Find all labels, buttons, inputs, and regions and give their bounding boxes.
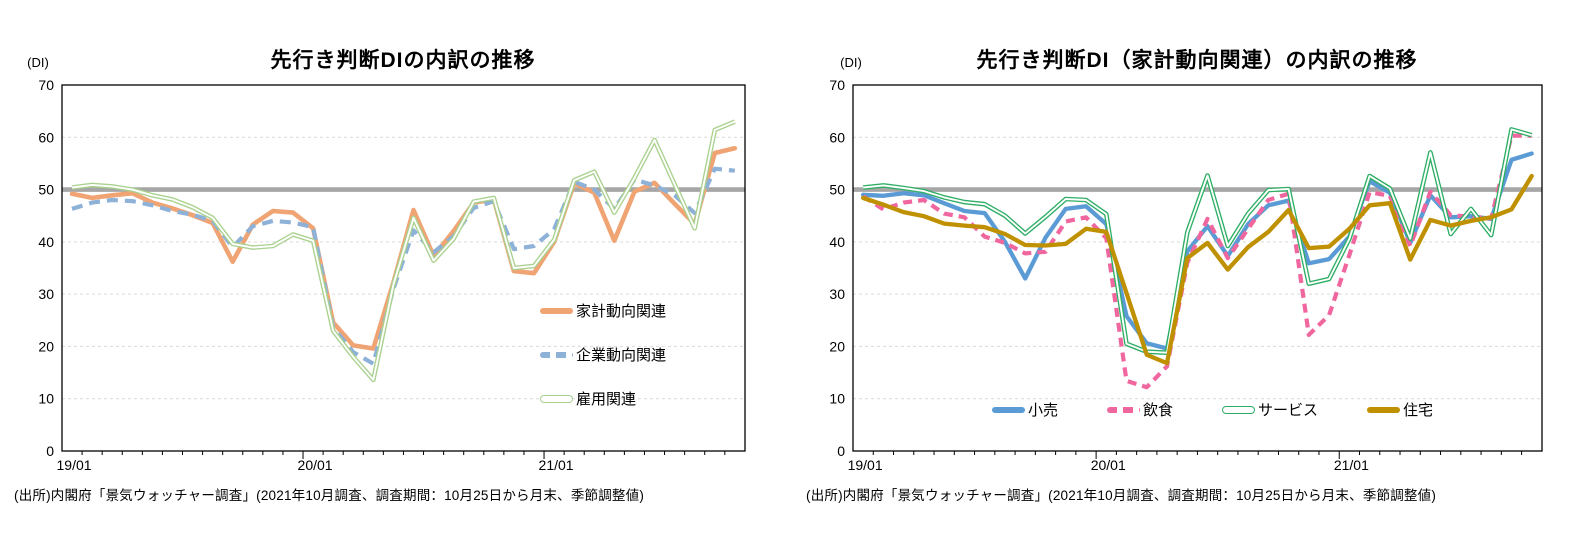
y-tick-label: 70 xyxy=(829,77,845,93)
y-tick-label: 40 xyxy=(829,234,845,250)
legend-label: 雇用関連 xyxy=(576,391,637,408)
x-tick-label: 20/01 xyxy=(1091,457,1126,473)
chart-title-di-breakdown: 先行き判断DIの内訳の推移 xyxy=(270,49,536,72)
y-tick-label: 10 xyxy=(829,391,845,407)
y-axis-unit-label-left: (DI) xyxy=(27,55,49,70)
legend-swatch-solid-line xyxy=(1367,406,1401,413)
chart-di-household-breakdown: 0 10 20 30 40 50 60 70 19/01 20/01 21/01 xyxy=(829,77,1543,473)
legend: 小売 飲食 サービス 住宅 xyxy=(992,399,1433,420)
legend-item-企業動向関連: 企業動向関連 xyxy=(540,344,666,365)
y-tick-label: 70 xyxy=(38,77,54,93)
legend-swatch-double-line xyxy=(540,394,573,403)
series-line-core-サービス xyxy=(863,128,1532,354)
y-tick-label: 30 xyxy=(829,286,845,302)
y-tick-label: 40 xyxy=(38,234,54,250)
y-tick-label: 0 xyxy=(837,443,845,459)
series-line-core-雇用関連 xyxy=(71,120,736,381)
x-tick-label: 19/01 xyxy=(848,457,883,473)
x-tick-label: 19/01 xyxy=(57,457,92,473)
legend-swatch-solid-line xyxy=(540,307,573,314)
x-tick-label: 21/01 xyxy=(1334,457,1369,473)
legend-swatch-double-line xyxy=(1222,405,1256,414)
legend-label: 企業動向関連 xyxy=(576,347,667,364)
legend-label: 住宅 xyxy=(1403,402,1434,419)
legend-swatch-solid-line xyxy=(992,406,1025,413)
y-tick-label: 60 xyxy=(38,129,54,145)
y-tick-label: 50 xyxy=(829,182,845,198)
legend-label: 家計動向関連 xyxy=(576,303,667,320)
y-tick-label: 50 xyxy=(38,182,54,198)
series-line-飲食 xyxy=(861,133,1532,390)
plot-border xyxy=(852,84,1543,452)
y-axis-unit-label-right: (DI) xyxy=(840,55,862,70)
legend-item-住宅: 住宅 xyxy=(1367,399,1433,420)
source-note-left: (出所)内閣府「景気ウォッチャー調査」(2021年10月調査、調査期間：10月2… xyxy=(14,488,645,503)
x-tick-label: 21/01 xyxy=(539,457,574,473)
series-line-企業動向関連 xyxy=(71,166,736,366)
legend: 家計動向関連 企業動向関連 雇用関連 xyxy=(540,300,666,409)
chart-di-breakdown: 0 10 20 30 40 50 60 70 19/01 20/01 21/01 xyxy=(38,77,746,473)
legend-item-家計動向関連: 家計動向関連 xyxy=(540,300,666,321)
series-line-住宅 xyxy=(860,173,1534,366)
legend-item-サービス: サービス xyxy=(1222,399,1318,420)
y-tick-label: 20 xyxy=(829,338,845,354)
legend-item-雇用関連: 雇用関連 xyxy=(540,388,666,409)
legend-label: サービス xyxy=(1258,402,1319,419)
legend-label: 小売 xyxy=(1028,402,1059,419)
y-tick-label: 30 xyxy=(38,286,54,302)
source-note-right: (出所)内閣府「景気ウォッチャー調査」(2021年10月調査、調査期間：10月2… xyxy=(806,488,1437,503)
y-tick-label: 10 xyxy=(38,391,54,407)
legend-item-小売: 小売 xyxy=(992,399,1058,420)
legend-swatch-dashed-line xyxy=(1107,406,1141,413)
y-tick-label: 20 xyxy=(38,338,54,354)
legend-item-飲食: 飲食 xyxy=(1107,399,1173,420)
y-tick-label: 0 xyxy=(46,443,54,459)
legend-label: 飲食 xyxy=(1143,402,1174,419)
x-tick-label: 20/01 xyxy=(298,457,333,473)
legend-swatch-dashed-line xyxy=(540,351,573,358)
chart-title-di-household-breakdown: 先行き判断DI（家計動向関連）の内訳の推移 xyxy=(976,49,1418,72)
y-tick-label: 60 xyxy=(829,129,845,145)
